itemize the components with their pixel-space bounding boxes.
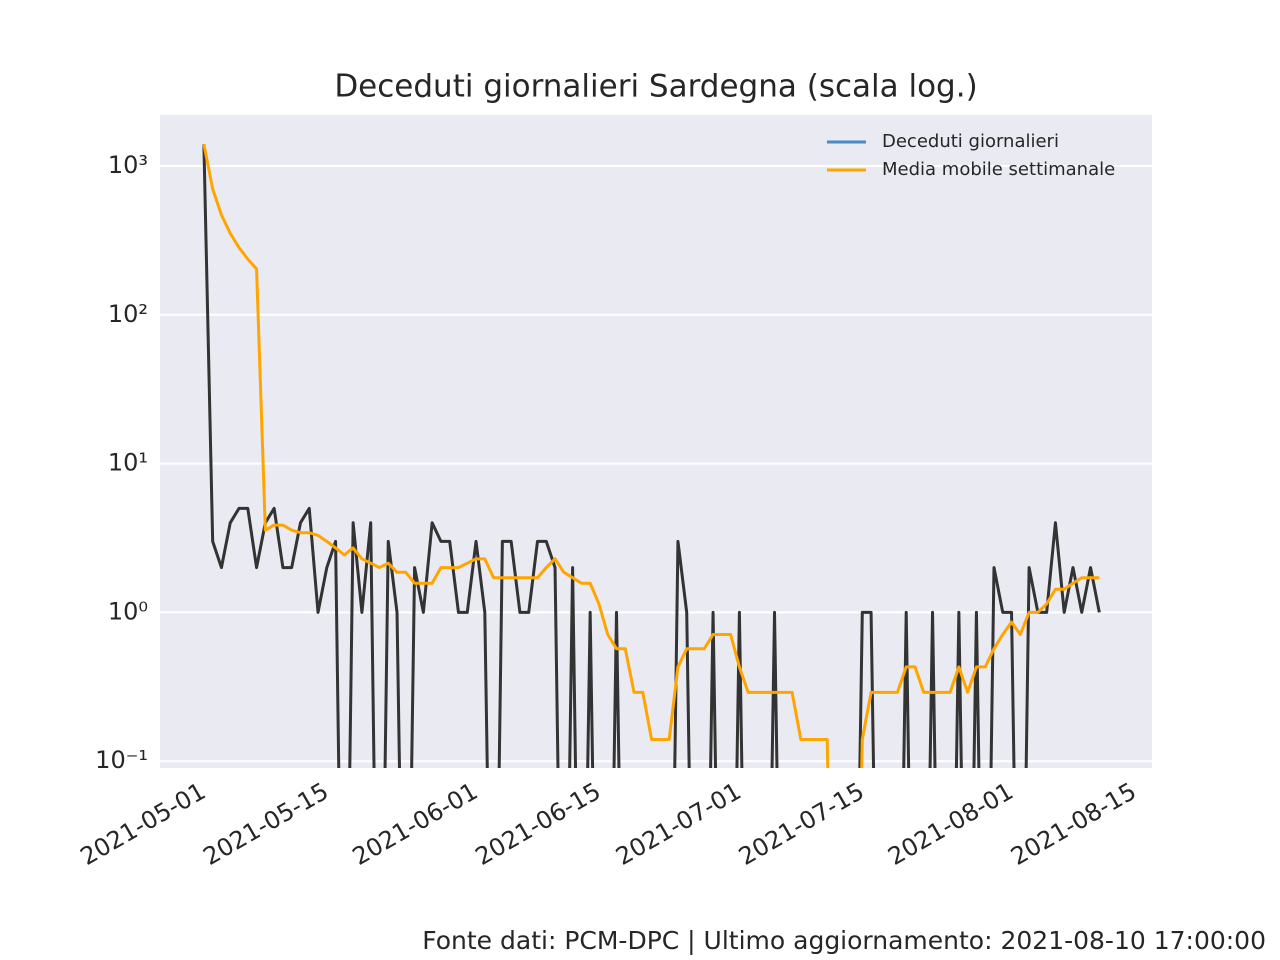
x-tick-label: 2021-07-01 (611, 777, 746, 871)
x-tick-label: 2021-06-15 (471, 777, 606, 871)
y-tick-label: 10³ (108, 151, 148, 179)
lines (202, 143, 1101, 768)
y-tick-label: 10⁰ (108, 597, 148, 625)
legend-label: Deceduti giornalieri (882, 131, 1059, 152)
x-tick-label: 2021-07-15 (734, 777, 869, 871)
footer: Fonte dati: PCM-DPC | Ultimo aggiornamen… (422, 926, 1266, 955)
y-tick-label: 10⁻¹ (95, 746, 148, 774)
grid (160, 164, 1152, 763)
legend-label: Media mobile settimanale (882, 159, 1115, 180)
plot-area (160, 115, 1152, 768)
x-tick-label: 2021-05-15 (198, 777, 333, 871)
series-line (202, 143, 1100, 768)
x-tick-label: 2021-06-01 (348, 777, 483, 871)
series-line (202, 144, 1101, 768)
y-tick-label: 10¹ (108, 449, 148, 477)
y-tick-label: 10² (108, 300, 148, 328)
chart-title: Deceduti giornalieri Sardegna (scala log… (334, 69, 977, 105)
x-tick-label: 2021-08-15 (1006, 777, 1141, 871)
x-tick-label: 2021-05-01 (76, 777, 211, 871)
x-tick-label: 2021-08-01 (883, 777, 1018, 871)
